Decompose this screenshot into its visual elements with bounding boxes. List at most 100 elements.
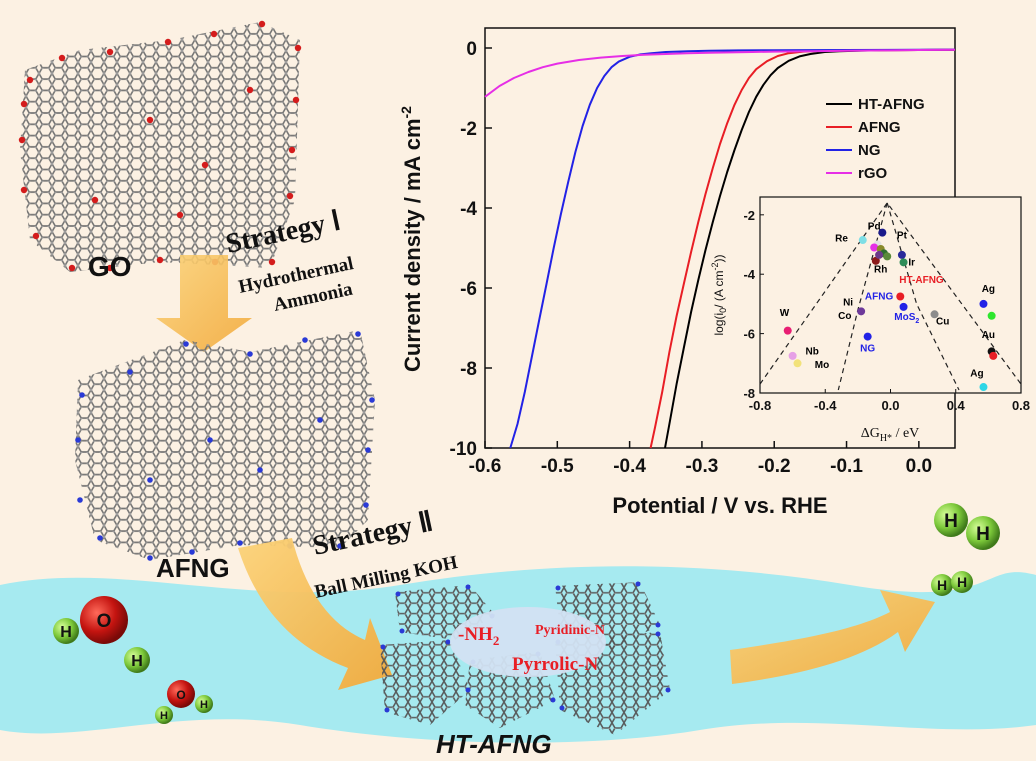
nh2-label: -NH2	[458, 624, 499, 648]
pyridinic-n-label: Pyridinic-N	[535, 623, 605, 638]
nitrogen-atom	[655, 631, 661, 637]
volcano-y-tick-label: -6	[743, 327, 755, 342]
volcano-point-label: HT-AFNG	[899, 275, 944, 286]
volcano-x-tick-label: 0.0	[881, 398, 899, 413]
nitrogen-atom	[665, 687, 671, 693]
volcano-point-label: Ir	[908, 257, 915, 268]
nitrogen-atom	[550, 697, 556, 703]
hydrogen-molecule-lower: H H	[931, 571, 973, 596]
lsv-legend-label: AFNG	[858, 119, 901, 136]
volcano-point	[899, 302, 908, 311]
volcano-point	[793, 359, 802, 368]
volcano-guide-volcano	[759, 201, 1022, 385]
go-label: GO	[88, 251, 132, 282]
lsv-y-axis-label: Current density / mA cm-2	[398, 106, 425, 372]
oxygen-atom	[91, 196, 99, 204]
svg-text:H: H	[976, 524, 990, 545]
volcano-point	[883, 252, 892, 261]
pyrrolic-n-label: Pyrrolic-N	[512, 654, 598, 675]
volcano-point	[897, 250, 906, 259]
oxygen-atom	[201, 161, 209, 169]
lsv-y-tick-label: -6	[460, 279, 477, 300]
volcano-plot-frame	[759, 196, 1022, 394]
volcano-point-label: AFNG	[865, 291, 894, 302]
nitrogen-atom	[257, 467, 263, 473]
volcano-x-tick-label: 0.8	[1012, 398, 1030, 413]
nitrogen-atom	[355, 331, 361, 337]
go-sheet	[18, 20, 302, 272]
lsv-legend-label: NG	[858, 142, 881, 159]
nitrogen-atom	[369, 397, 375, 403]
oxygen-atom	[68, 264, 76, 272]
oxygen-atom	[156, 256, 164, 264]
volcano-point-label: Pt	[897, 231, 908, 242]
nitrogen-atom	[555, 585, 561, 591]
lsv-x-tick-label: 0.0	[906, 456, 932, 477]
nitrogen-atom	[127, 369, 133, 375]
volcano-point-label: Re	[835, 234, 848, 245]
volcano-point	[896, 292, 905, 301]
volcano-point-label: Ag	[970, 369, 983, 380]
nitrogen-atom	[445, 639, 451, 645]
hydrogen-evolution-arrow	[730, 590, 935, 684]
nitrogen-species-cloud	[450, 607, 606, 677]
nitrogen-atom	[147, 477, 153, 483]
volcano-point	[899, 258, 908, 267]
svg-text:H: H	[200, 699, 208, 711]
nitrogen-atom	[237, 540, 243, 546]
volcano-point-label: Ag	[982, 284, 995, 295]
volcano-y-axis-label: log(i0/ (A cm-2))	[710, 254, 728, 335]
lsv-x-tick-label: -0.4	[613, 456, 646, 477]
svg-text:H: H	[131, 653, 143, 670]
afng-sheet	[75, 330, 375, 561]
svg-text:H: H	[160, 710, 168, 722]
oxygen-atom	[210, 30, 218, 38]
volcano-point	[987, 311, 996, 320]
oxygen-atom	[286, 192, 294, 200]
lsv-x-tick-label: -0.5	[541, 456, 574, 477]
nitrogen-atom	[399, 628, 405, 634]
volcano-point-label: Au	[982, 330, 995, 341]
volcano-point	[979, 299, 988, 308]
volcano-point-label: Pd	[868, 222, 881, 233]
nitrogen-atom	[559, 705, 565, 711]
lsv-series-ng	[509, 48, 956, 449]
lsv-x-tick-label: -0.1	[830, 456, 863, 477]
volcano-point-label: MoS2	[894, 312, 919, 325]
hydrogen-molecule-upper: H H	[934, 503, 1000, 550]
lsv-series-rgo	[484, 48, 956, 98]
volcano-point	[857, 307, 866, 316]
oxygen-atom	[176, 211, 184, 219]
volcano-point	[989, 351, 998, 360]
volcano-y-tick-label: -4	[743, 267, 755, 282]
volcano-x-tick-label: -0.8	[749, 398, 771, 413]
oxygen-atom	[292, 96, 300, 104]
oxygen-atom	[58, 54, 66, 62]
volcano-point	[788, 351, 797, 360]
nitrogen-atom	[337, 543, 343, 549]
nitrogen-atom	[77, 497, 83, 503]
volcano-point-label: Mo	[815, 360, 829, 371]
volcano-point	[863, 332, 872, 341]
nitrogen-atom	[635, 581, 641, 587]
lsv-x-tick-label: -0.2	[758, 456, 791, 477]
volcano-point	[979, 383, 988, 392]
nitrogen-atom	[247, 351, 253, 357]
oxygen-atom	[106, 264, 114, 272]
water-molecule-small: O H H	[155, 680, 213, 724]
lsv-legend-label: rGO	[858, 165, 888, 182]
lsv-x-axis-label: Potential / V vs. RHE	[612, 493, 827, 518]
volcano-point-label: Rh	[874, 265, 887, 276]
lsv-y-tick-label: -8	[460, 359, 477, 380]
volcano-y-tick-label: -8	[743, 386, 755, 401]
nitrogen-atom	[363, 502, 369, 508]
volcano-y-tick-label: -2	[743, 208, 755, 223]
oxygen-atom	[20, 186, 28, 194]
nitrogen-atom	[302, 337, 308, 343]
volcano-point	[871, 256, 880, 265]
volcano-x-tick-label: -0.4	[814, 398, 837, 413]
volcano-x-tick-label: 0.4	[947, 398, 966, 413]
lsv-y-tick-label: 0	[466, 39, 477, 60]
volcano-point-label: Co	[838, 311, 851, 322]
